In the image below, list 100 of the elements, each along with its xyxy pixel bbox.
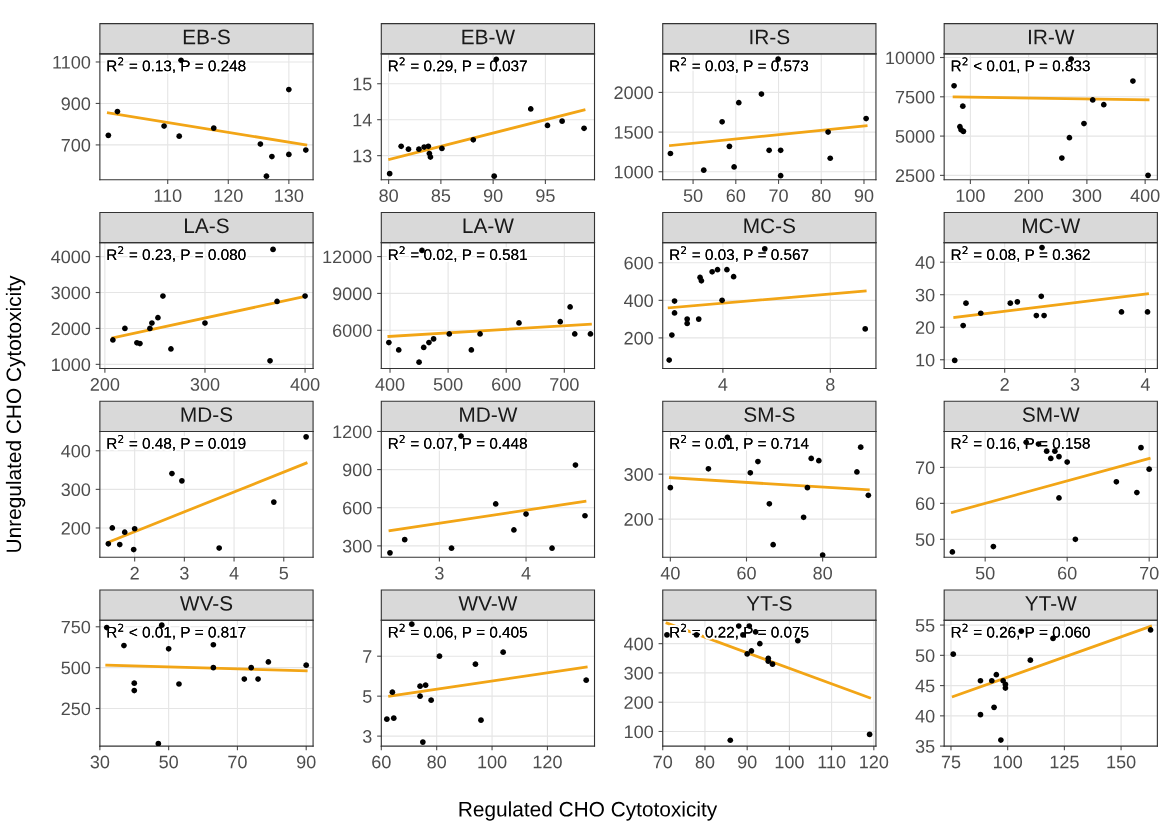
chart-title: LA-S bbox=[185, 218, 229, 234]
y-tick-label: 9000 bbox=[332, 287, 372, 301]
point bbox=[446, 331, 453, 337]
chart-title: MD-W bbox=[460, 407, 518, 422]
point bbox=[416, 359, 422, 366]
x-tick-label: 400 bbox=[290, 378, 320, 391]
x-tick-label: 80 bbox=[813, 566, 832, 580]
x-tick-label: 100 bbox=[478, 755, 507, 769]
point bbox=[709, 268, 716, 275]
chart-title: LA-W bbox=[463, 218, 514, 233]
point bbox=[149, 320, 155, 326]
y-tick-label: 200 bbox=[624, 513, 654, 526]
y-tick-label: 2500 bbox=[895, 169, 935, 183]
point bbox=[274, 298, 280, 305]
point bbox=[1081, 120, 1087, 127]
point bbox=[572, 462, 579, 468]
point bbox=[581, 125, 587, 132]
point bbox=[491, 173, 498, 180]
point bbox=[991, 704, 997, 711]
point bbox=[179, 478, 185, 484]
point bbox=[748, 648, 755, 654]
point bbox=[747, 469, 754, 476]
point bbox=[865, 492, 872, 499]
x-tick-label: 60 bbox=[726, 189, 746, 203]
point bbox=[1089, 97, 1096, 103]
y-tick-label: 1100 bbox=[53, 55, 91, 69]
point bbox=[477, 331, 483, 337]
y-tick-label: 300 bbox=[624, 666, 654, 680]
y-tick-label: 15 bbox=[353, 77, 372, 91]
point bbox=[854, 469, 860, 475]
point bbox=[1002, 685, 1009, 691]
x-tick-label: 4 bbox=[229, 567, 239, 580]
y-tick-label: 40 bbox=[915, 256, 935, 269]
x-tick-label: 70 bbox=[653, 755, 673, 769]
chart-title: MC-W bbox=[1022, 218, 1081, 234]
point bbox=[419, 739, 426, 745]
point bbox=[458, 433, 464, 440]
point bbox=[1146, 466, 1153, 473]
point bbox=[285, 86, 292, 93]
y-tick-label: 400 bbox=[624, 294, 654, 308]
point bbox=[700, 167, 707, 174]
x-tick-label: 200 bbox=[90, 378, 120, 391]
y-axis-title: Unregulated CHO Cytotoxicity bbox=[5, 275, 26, 552]
chart-title: WV-W bbox=[458, 596, 518, 611]
x-tick-label: 3 bbox=[1070, 378, 1080, 391]
point bbox=[523, 511, 529, 517]
x-tick-label: 30 bbox=[90, 755, 110, 769]
point bbox=[389, 689, 396, 696]
y-tick-label: 12000 bbox=[323, 250, 372, 264]
point bbox=[583, 677, 590, 684]
point bbox=[582, 512, 588, 519]
x-tick-label: 400 bbox=[375, 378, 405, 391]
y-tick-label: 7500 bbox=[895, 90, 935, 104]
x-tick-label: 125 bbox=[1050, 755, 1079, 769]
point bbox=[161, 123, 167, 129]
point bbox=[1072, 536, 1079, 543]
point bbox=[744, 651, 751, 657]
y-tick-label: 2000 bbox=[614, 86, 654, 100]
point bbox=[951, 357, 958, 364]
annotation: R$^{2}$ = 0.08, P = 0.362 bbox=[951, 246, 1090, 262]
y-tick-label: 200 bbox=[61, 521, 91, 535]
point bbox=[761, 246, 768, 252]
y-tick-label: 500 bbox=[61, 661, 91, 675]
x-tick-label: 110 bbox=[154, 189, 182, 203]
annotation: R$^{2}$ = 0.29, P = 0.037 bbox=[388, 57, 527, 74]
y-tick-label: 1000 bbox=[52, 358, 91, 372]
point bbox=[1047, 455, 1054, 462]
x-tick-label: 60 bbox=[1058, 566, 1077, 580]
point bbox=[427, 154, 434, 160]
point bbox=[110, 337, 116, 343]
x-tick-label: 4 bbox=[521, 567, 531, 580]
y-tick-label: 4000 bbox=[51, 250, 91, 264]
point bbox=[302, 293, 308, 299]
point bbox=[428, 697, 435, 704]
y-tick-label: 10000 bbox=[886, 51, 935, 65]
x-tick-label: 120 bbox=[533, 755, 562, 769]
chart-title: MD-S bbox=[181, 407, 233, 422]
x-tick-label: 90 bbox=[854, 189, 874, 203]
x-tick-label: 95 bbox=[536, 189, 555, 203]
x-tick-label: 400 bbox=[1130, 189, 1160, 203]
annotation: R$^{2}$ = 0.07, P = 0.448 bbox=[388, 434, 527, 451]
point bbox=[478, 717, 484, 723]
point bbox=[265, 659, 272, 665]
point bbox=[827, 155, 834, 162]
point bbox=[395, 347, 402, 353]
x-tick-label: 3 bbox=[435, 566, 444, 580]
x-tick-label: 700 bbox=[550, 378, 579, 391]
y-tick-label: 40 bbox=[915, 709, 935, 723]
y-tick-label: 60 bbox=[915, 497, 935, 511]
y-tick-label: 3000 bbox=[51, 286, 91, 300]
y-tick-label: 2000 bbox=[51, 322, 91, 336]
point bbox=[121, 642, 127, 649]
chart-title: EB-W bbox=[462, 29, 516, 45]
y-tick-label: 6000 bbox=[333, 324, 372, 337]
point bbox=[303, 662, 310, 669]
point bbox=[387, 550, 393, 556]
point bbox=[950, 651, 957, 657]
y-tick-label: 7 bbox=[363, 650, 372, 663]
x-tick-label: 5 bbox=[279, 567, 289, 580]
y-tick-label: 5 bbox=[362, 690, 372, 703]
